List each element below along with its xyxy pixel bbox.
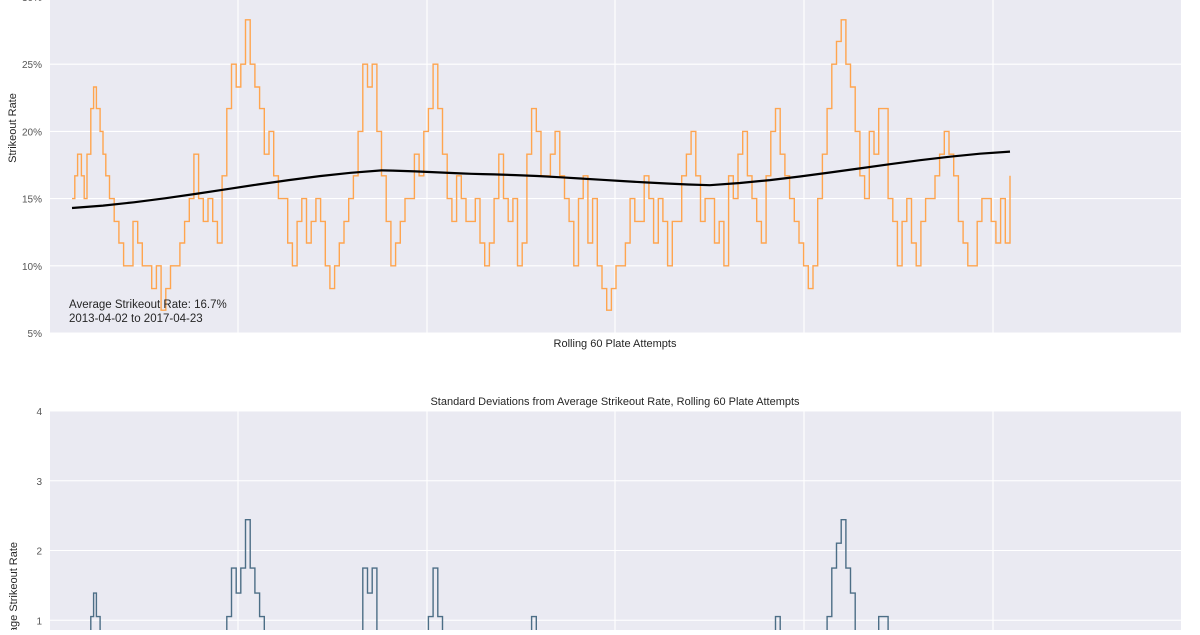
bottom-y-tick-labels: 01234 [36, 407, 42, 627]
std-dev-line [90, 519, 889, 635]
y-tick-label: 3 [36, 477, 42, 488]
y-tick-label: 25% [22, 60, 42, 71]
y-tick-label: 4 [36, 407, 42, 418]
y-tick-label: 1 [36, 616, 42, 627]
strikeout-trend-line [71, 150, 1011, 210]
top-y-tick-labels: 5% 10% 15% 20% 25% 30% [22, 0, 42, 340]
y-tick-label: 15% [22, 195, 42, 206]
strikeout-rate-line [72, 19, 1011, 311]
date-range-annotation: 2013-04-02 to 2017-04-23 [69, 313, 203, 325]
top-x-axis-label: Rolling 60 Plate Attempts [554, 338, 677, 350]
top-y-axis-label: Strikeout Rate [7, 93, 19, 163]
bottom-panel: 01234 Standard Deviations from Average S… [8, 396, 1181, 635]
bottom-y-axis-label: Standard Deviations from Average Strikeo… [8, 542, 20, 630]
y-tick-label: 10% [22, 262, 42, 273]
y-tick-label: 5% [28, 329, 43, 340]
bottom-gridlines [50, 410, 1181, 635]
y-tick-label: 2 [36, 547, 42, 558]
y-tick-label: 30% [22, 0, 42, 4]
bottom-chart-title: Standard Deviations from Average Strikeo… [430, 396, 800, 408]
top-panel: 5% 10% 15% 20% 25% 30% Strikeout Rate Rolling… [7, 0, 1181, 350]
y-tick-label: 20% [22, 127, 42, 138]
average-rate-annotation: Average Strikeout Rate: 16.7% [69, 299, 227, 311]
